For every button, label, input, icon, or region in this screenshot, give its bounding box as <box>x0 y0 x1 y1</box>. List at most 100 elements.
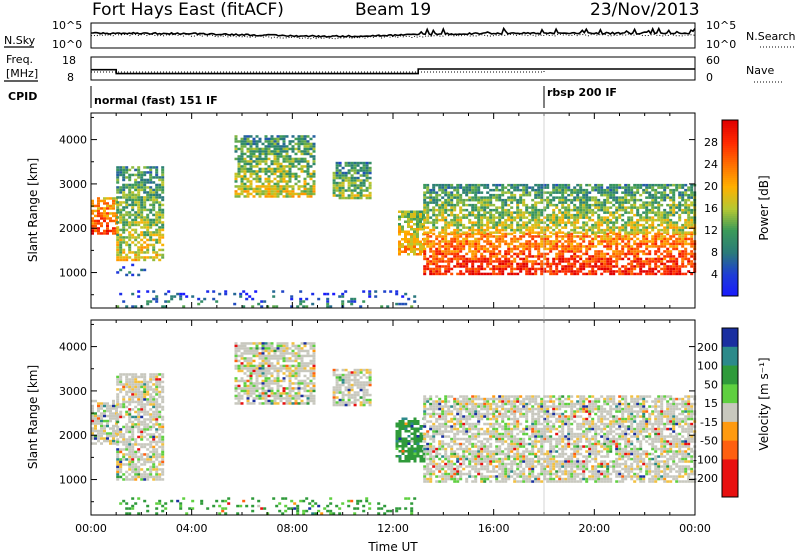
data-cell <box>504 201 508 204</box>
data-cell <box>594 260 598 263</box>
data-cell <box>116 400 120 404</box>
data-cell <box>513 252 517 256</box>
data-cell <box>450 232 454 236</box>
data-cell <box>666 183 670 187</box>
data-cell <box>294 172 298 176</box>
data-cell <box>579 242 583 246</box>
data-cell <box>591 228 595 232</box>
data-cell <box>471 221 475 224</box>
data-cell <box>573 235 577 238</box>
data-cell <box>672 211 676 214</box>
data-cell <box>603 235 607 238</box>
data-cell <box>291 135 295 138</box>
data-cell <box>282 359 286 363</box>
data-cell <box>276 402 280 405</box>
data-cell <box>474 245 478 248</box>
data-cell <box>243 187 247 191</box>
data-cell <box>588 211 592 214</box>
data-cell <box>684 247 688 251</box>
data-cell <box>657 250 661 253</box>
data-cell <box>161 385 165 389</box>
data-cell <box>91 404 94 408</box>
data-cell <box>639 213 643 217</box>
data-cell <box>672 193 676 197</box>
data-cell <box>143 383 147 386</box>
data-cell <box>282 379 286 383</box>
data-cell <box>131 385 135 389</box>
data-cell <box>158 241 162 244</box>
data-cell <box>288 389 292 393</box>
data-cell <box>633 198 637 202</box>
data-cell <box>140 268 144 272</box>
data-cell <box>140 183 144 187</box>
data-cell <box>279 170 283 173</box>
data-cell <box>474 196 478 199</box>
data-cell <box>615 242 619 246</box>
data-cell <box>642 242 646 246</box>
data-cell <box>125 453 129 456</box>
data-cell <box>125 223 129 227</box>
data-cell <box>276 359 280 363</box>
data-cell <box>669 226 673 229</box>
data-cell <box>432 201 436 204</box>
data-cell <box>288 185 292 188</box>
data-cell <box>285 155 289 158</box>
data-cell <box>489 226 493 229</box>
data-cell <box>140 420 144 424</box>
data-cell <box>240 160 244 163</box>
data-cell <box>137 256 141 259</box>
data-cell <box>582 203 586 207</box>
data-cell <box>255 379 259 383</box>
data-cell <box>525 193 529 197</box>
data-cell <box>582 211 586 214</box>
data-cell <box>161 171 165 174</box>
data-cell <box>423 232 427 236</box>
data-cell <box>128 378 132 381</box>
data-cell <box>303 185 307 188</box>
data-cell <box>338 176 342 180</box>
data-cell <box>672 223 676 227</box>
data-cell <box>501 240 505 243</box>
data-cell <box>690 265 694 268</box>
data-cell <box>501 226 505 229</box>
data-cell <box>125 458 129 461</box>
data-cell <box>690 232 694 236</box>
data-cell <box>299 297 303 301</box>
data-cell <box>97 227 100 230</box>
data-cell <box>264 374 268 378</box>
data-cell <box>642 235 646 238</box>
data-cell <box>579 201 583 204</box>
data-cell <box>603 232 607 236</box>
data-cell <box>137 423 141 426</box>
data-cell <box>678 265 682 268</box>
data-cell <box>288 175 292 178</box>
data-cell <box>91 409 94 413</box>
data-cell <box>140 213 144 217</box>
data-cell <box>252 147 256 151</box>
data-cell <box>237 157 241 161</box>
data-cell <box>444 252 448 256</box>
data-cell <box>146 410 150 414</box>
data-cell <box>630 267 634 271</box>
data-cell <box>143 181 147 184</box>
data-cell <box>137 473 141 476</box>
data-cell <box>131 208 135 212</box>
data-cell <box>501 201 505 204</box>
data-cell <box>312 145 316 148</box>
data-cell <box>182 305 186 308</box>
data-cell <box>161 428 165 431</box>
data-cell <box>564 208 568 212</box>
data-cell <box>149 385 153 389</box>
data-cell <box>109 212 112 215</box>
data-cell <box>122 166 126 169</box>
data-cell <box>131 435 135 439</box>
data-cell <box>155 191 159 194</box>
data-cell <box>255 354 259 358</box>
data-cell <box>335 194 339 197</box>
data-cell <box>131 470 135 474</box>
data-cell <box>441 196 445 199</box>
data-cell <box>675 203 679 207</box>
data-cell <box>504 235 508 238</box>
data-cell <box>161 168 165 172</box>
data-cell <box>103 427 106 430</box>
